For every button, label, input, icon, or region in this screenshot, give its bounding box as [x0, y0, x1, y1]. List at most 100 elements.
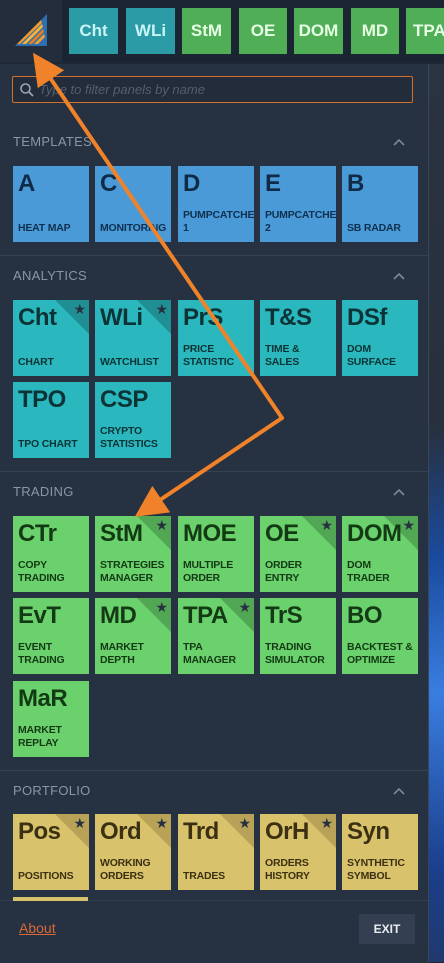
tile-label: PRICE STATISTIC	[183, 343, 234, 368]
tile-label: BACKTEST & OPTIMIZE	[347, 641, 413, 666]
about-link[interactable]: About	[19, 920, 56, 936]
tile-label: MONITORING	[100, 222, 167, 234]
panel-tile-synthetic-symbol[interactable]: Syn SYNTHETIC SYMBOL	[342, 814, 418, 890]
tile-abbr: MaR	[18, 685, 68, 712]
tile-corner	[384, 516, 418, 550]
tile-abbr: D	[183, 170, 200, 197]
panel-tile-chart[interactable]: ★ Cht CHART	[13, 300, 89, 376]
tile-abbr: TPA	[183, 602, 228, 629]
toolbar-button-md[interactable]: MD	[351, 8, 399, 54]
tile-abbr: Cht	[18, 304, 57, 331]
panel-tile-template-b[interactable]: B SB RADAR	[342, 166, 418, 242]
panel-tile-tpa-manager[interactable]: ★ TPA TPA MANAGER	[178, 598, 254, 674]
tile-abbr: Trd	[183, 818, 219, 845]
tile-label: TRADES	[183, 870, 225, 882]
tile-label: HEAT MAP	[18, 222, 71, 234]
tile-abbr: B	[347, 170, 364, 197]
tile-label: STRATEGIES MANAGER	[100, 559, 165, 584]
section-title-templates: TEMPLATES	[13, 134, 93, 149]
star-icon[interactable]: ★	[73, 815, 86, 831]
tile-abbr: T&S	[265, 304, 312, 331]
section-title-portfolio: PORTFOLIO	[13, 783, 91, 798]
search-box	[12, 76, 413, 103]
panel-tile-template-e[interactable]: E PUMPCATCHER 2	[260, 166, 336, 242]
panel-tile-time-sales[interactable]: T&S TIME & SALES	[260, 300, 336, 376]
toolbar-button-wli[interactable]: WLi	[126, 8, 175, 54]
panel-tile-market-replay[interactable]: MaR MARKET REPLAY	[13, 681, 89, 757]
tile-corner	[137, 598, 171, 632]
tile-corner	[55, 814, 89, 848]
panel-tile-orders-history[interactable]: ★ OrH ORDERS HISTORY	[260, 814, 336, 890]
chevron-up-icon[interactable]	[390, 784, 408, 798]
tile-label: CRYPTO STATISTICS	[100, 425, 158, 450]
star-icon[interactable]: ★	[402, 517, 415, 533]
tile-label: DOM SURFACE	[347, 343, 396, 368]
tile-label: WATCHLIST	[100, 356, 159, 368]
toolbar-button-oe[interactable]: OE	[239, 8, 287, 54]
star-icon[interactable]: ★	[155, 301, 168, 317]
panel-tile-market-depth[interactable]: ★ MD MARKET DEPTH	[95, 598, 171, 674]
tile-abbr: BO	[347, 602, 383, 629]
tile-corner	[220, 814, 254, 848]
star-icon[interactable]: ★	[320, 815, 333, 831]
search-icon	[20, 83, 34, 97]
toolbar-button-cht[interactable]: Cht	[69, 8, 118, 54]
toolbar-button-stm[interactable]: StM	[182, 8, 231, 54]
panel-tile-price-statistic[interactable]: PrS PRICE STATISTIC	[178, 300, 254, 376]
section-divider	[0, 471, 428, 472]
panel-tile-copy-trading[interactable]: CTr COPY TRADING	[13, 516, 89, 592]
panel-tile-event-trading[interactable]: EvT EVENT TRADING	[13, 598, 89, 674]
star-icon[interactable]: ★	[155, 599, 168, 615]
chevron-up-icon[interactable]	[390, 269, 408, 283]
panel-tile-order-entry[interactable]: ★ OE ORDER ENTRY	[260, 516, 336, 592]
search-input[interactable]	[39, 77, 407, 102]
section-divider	[0, 770, 428, 771]
tile-label: TIME & SALES	[265, 343, 300, 368]
star-icon[interactable]: ★	[73, 301, 86, 317]
tile-abbr: CTr	[18, 520, 57, 547]
chevron-up-icon[interactable]	[390, 485, 408, 499]
tile-abbr: DSf	[347, 304, 387, 331]
panel-tile-backtest-optimize[interactable]: BO BACKTEST & OPTIMIZE	[342, 598, 418, 674]
panel-tile-tpo-chart[interactable]: TPO TPO CHART	[13, 382, 89, 458]
tile-abbr: Ord	[100, 818, 142, 845]
tile-label: EVENT TRADING	[18, 641, 65, 666]
top-toolbar: Cht WLi StM OE DOM MD TPA	[0, 0, 444, 62]
panel-tile-strategies-manager[interactable]: ★ StM STRATEGIES MANAGER	[95, 516, 171, 592]
tile-label: TRADING SIMULATOR	[265, 641, 325, 666]
star-icon[interactable]: ★	[238, 815, 251, 831]
tile-label: ORDER ENTRY	[265, 559, 302, 584]
panel-tile-crypto-statistics[interactable]: CSP CRYPTO STATISTICS	[95, 382, 171, 458]
star-icon[interactable]: ★	[320, 517, 333, 533]
tile-abbr: MD	[100, 602, 137, 629]
panel-tile-positions[interactable]: ★ Pos POSITIONS	[13, 814, 89, 890]
star-icon[interactable]: ★	[155, 815, 168, 831]
tile-abbr: DOM	[347, 520, 402, 547]
panel-tile-dom-surface[interactable]: DSf DOM SURFACE	[342, 300, 418, 376]
desktop-background	[429, 64, 444, 962]
tile-label: MULTIPLE ORDER	[183, 559, 234, 584]
app-logo-button[interactable]	[0, 0, 62, 62]
toolbar-button-tpa[interactable]: TPA	[406, 8, 444, 54]
tile-label: MARKET REPLAY	[18, 724, 62, 749]
tile-label: TPO CHART	[18, 438, 78, 450]
star-icon[interactable]: ★	[238, 599, 251, 615]
panel-tile-working-orders[interactable]: ★ Ord WORKING ORDERS	[95, 814, 171, 890]
panel-tile-watchlist[interactable]: ★ WLi WATCHLIST	[95, 300, 171, 376]
chevron-up-icon[interactable]	[390, 135, 408, 149]
app-logo-icon	[15, 14, 47, 46]
panel-tile-template-a[interactable]: A HEAT MAP	[13, 166, 89, 242]
panel-tile-template-d[interactable]: D PUMPCATCHER 1	[178, 166, 254, 242]
tile-label: WORKING ORDERS	[100, 857, 151, 882]
tile-abbr: OE	[265, 520, 299, 547]
toolbar-button-dom[interactable]: DOM	[294, 8, 343, 54]
panel-tile-multiple-order[interactable]: MOE MULTIPLE ORDER	[178, 516, 254, 592]
exit-button[interactable]: EXIT	[359, 914, 415, 944]
star-icon[interactable]: ★	[155, 517, 168, 533]
tile-abbr: EvT	[18, 602, 61, 629]
panel-tile-template-c[interactable]: C MONITORING	[95, 166, 171, 242]
tile-abbr: Pos	[18, 818, 61, 845]
panel-tile-trades[interactable]: ★ Trd TRADES	[178, 814, 254, 890]
panel-tile-trading-simulator[interactable]: TrS TRADING SIMULATOR	[260, 598, 336, 674]
panel-tile-dom-trader[interactable]: ★ DOM DOM TRADER	[342, 516, 418, 592]
